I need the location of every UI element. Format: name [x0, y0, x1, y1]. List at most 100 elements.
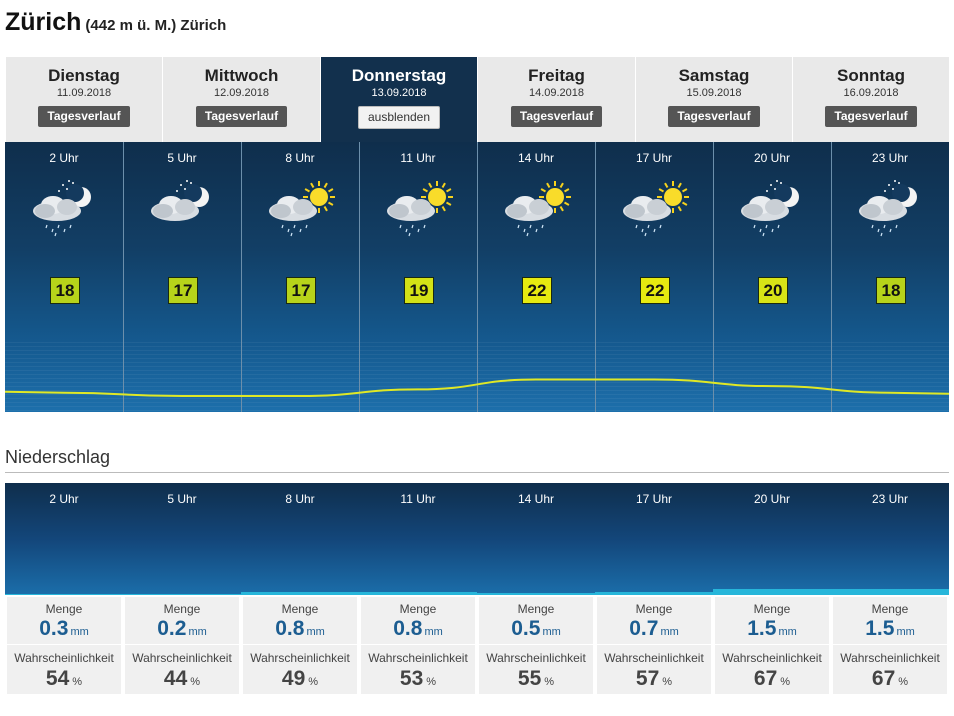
amount-label: Menge — [871, 602, 909, 616]
hour-column: 17 Uhr 22 — [595, 142, 713, 412]
precip-bar — [359, 591, 477, 595]
precip-bar — [241, 591, 359, 595]
precip-bar — [595, 592, 713, 595]
column-separator — [241, 142, 242, 412]
day-course-button[interactable]: Tagesverlauf — [38, 106, 130, 127]
probability-value: 67% — [715, 667, 829, 691]
amount-label: Menge — [399, 602, 437, 616]
temperature-curve — [5, 378, 949, 397]
amount-value: 0.7 mm — [597, 617, 711, 641]
precip-cell: Menge 0.3 mm Wahrscheinlichkeit 54% — [7, 597, 121, 694]
amount-number: 0.7 — [629, 617, 659, 640]
probability-number: 53 — [399, 667, 424, 690]
day-name: Mittwoch — [204, 66, 279, 85]
precip-column: 5 Uhr — [123, 483, 241, 595]
day-date: 14.09.2018 — [528, 87, 585, 99]
amount-number: 1.5 — [865, 617, 895, 640]
amount-value: 0.8 mm — [361, 617, 475, 641]
day-date: 12.09.2018 — [213, 87, 270, 99]
cell-divider — [361, 644, 475, 645]
probability-unit: % — [780, 676, 791, 688]
probability-number: 54 — [45, 667, 70, 690]
probability-label: Wahrscheinlichkeit — [132, 651, 232, 665]
probability-unit: % — [662, 676, 673, 688]
hide-button[interactable]: ausblenden — [357, 106, 441, 129]
probability-unit: % — [72, 676, 83, 688]
amount-label: Menge — [517, 602, 555, 616]
precip-column: 14 Uhr — [477, 483, 595, 595]
probability-value: 67% — [833, 667, 947, 691]
day-course-button[interactable]: Tagesverlauf — [825, 106, 917, 127]
precip-cell: Menge 0.8 mm Wahrscheinlichkeit 49% — [243, 597, 357, 694]
day-name: Samstag — [678, 66, 750, 85]
probability-value: 57% — [597, 667, 711, 691]
cloud-moon-icon — [141, 177, 221, 237]
probability-value: 53% — [361, 667, 475, 691]
hour-label: 14 Uhr — [517, 492, 555, 506]
precip-column: 23 Uhr — [831, 483, 949, 595]
probability-unit: % — [544, 676, 555, 688]
hour-label: 8 Uhr — [285, 151, 315, 165]
hourly-forecast-panel: 2 Uhr 18 5 Uhr 17 8 Uhr 17 11 Uhr 19 14 Uhr 22 17 … — [5, 142, 949, 412]
cloud-sun-rain-icon — [613, 177, 693, 237]
temperature-badge: 17 — [286, 277, 316, 304]
tab-mittwoch[interactable]: Mittwoch 12.09.2018 Tagesverlauf — [162, 57, 320, 142]
hour-column: 11 Uhr 19 — [359, 142, 477, 412]
hour-label: 2 Uhr — [49, 151, 79, 165]
amount-unit: mm — [306, 626, 325, 638]
hour-label: 11 Uhr — [400, 151, 436, 165]
tab-sonntag[interactable]: Sonntag 16.09.2018 Tagesverlauf — [792, 57, 949, 142]
cell-divider — [715, 644, 829, 645]
precip-bar — [713, 589, 831, 595]
temperature-badge: 17 — [168, 277, 198, 304]
hour-column: 23 Uhr 18 — [831, 142, 949, 412]
cell-divider — [243, 644, 357, 645]
precip-bar — [831, 589, 949, 595]
day-date: 13.09.2018 — [371, 87, 427, 99]
amount-unit: mm — [424, 626, 443, 638]
day-course-button[interactable]: Tagesverlauf — [195, 106, 288, 127]
tab-donnerstag[interactable]: Donnerstag 13.09.2018 ausblenden — [320, 57, 477, 142]
precip-column: 17 Uhr — [595, 483, 713, 595]
page-title: Zürich (442 m ü. M.) Zürich — [5, 8, 226, 37]
precip-cell: Menge 1.5 mm Wahrscheinlichkeit 67% — [715, 597, 829, 694]
cloud-sun-rain-icon — [495, 177, 575, 237]
amount-number: 0.8 — [275, 617, 305, 640]
hour-label: 20 Uhr — [753, 151, 791, 165]
column-separator — [713, 142, 714, 412]
tab-freitag[interactable]: Freitag 14.09.2018 Tagesverlauf — [477, 57, 635, 142]
temperature-badge: 19 — [404, 277, 434, 304]
temperature-badge: 20 — [758, 277, 788, 304]
probability-number: 55 — [517, 667, 542, 690]
day-course-button[interactable]: Tagesverlauf — [668, 106, 760, 127]
probability-number: 67 — [871, 667, 896, 690]
amount-unit: mm — [896, 626, 915, 638]
cloud-sun-rain-icon — [259, 177, 339, 237]
probability-label: Wahrscheinlichkeit — [840, 651, 940, 665]
amount-value: 1.5 mm — [715, 617, 829, 641]
probability-value: 44% — [125, 667, 239, 691]
hour-label: 23 Uhr — [871, 492, 909, 506]
probability-label: Wahrscheinlichkeit — [486, 651, 586, 665]
day-name: Dienstag — [48, 66, 120, 85]
probability-unit: % — [426, 676, 437, 688]
precipitation-panel: 2 Uhr 5 Uhr 8 Uhr 11 Uhr 14 Uhr 17 Uhr 20 Uhr 2… — [5, 483, 949, 595]
amount-label: Menge — [635, 602, 673, 616]
city-subtitle: (442 m ü. M.) Zürich — [85, 17, 227, 34]
precip-column: 20 Uhr — [713, 483, 831, 595]
temperature-badge: 22 — [522, 277, 552, 304]
day-name: Sonntag — [837, 66, 905, 85]
probability-label: Wahrscheinlichkeit — [722, 651, 822, 665]
hour-label: 11 Uhr — [400, 492, 436, 506]
amount-label: Menge — [281, 602, 319, 616]
cell-divider — [479, 644, 593, 645]
temperature-badge: 22 — [640, 277, 670, 304]
tab-samstag[interactable]: Samstag 15.09.2018 Tagesverlauf — [635, 57, 792, 142]
amount-value: 0.3 mm — [7, 617, 121, 641]
amount-unit: mm — [778, 626, 797, 638]
hour-column: 2 Uhr 18 — [5, 142, 123, 412]
tab-dienstag[interactable]: Dienstag 11.09.2018 Tagesverlauf — [5, 57, 162, 142]
cell-divider — [7, 644, 121, 645]
amount-label: Menge — [163, 602, 201, 616]
day-course-button[interactable]: Tagesverlauf — [510, 106, 603, 127]
